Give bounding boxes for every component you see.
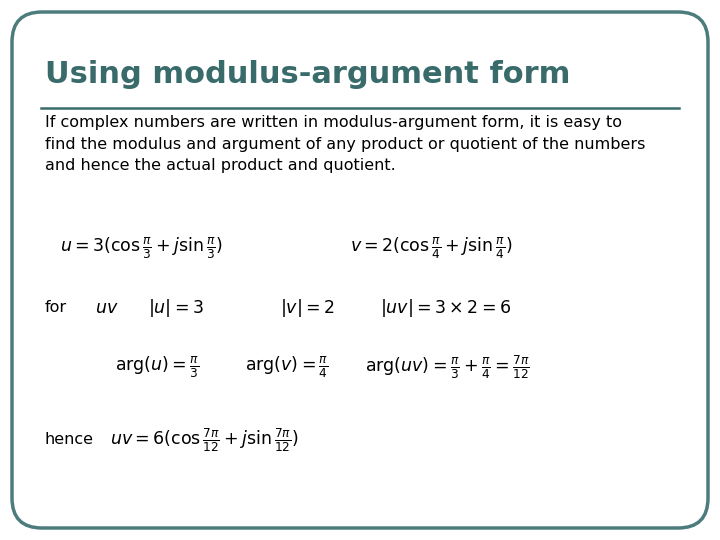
FancyBboxPatch shape	[12, 12, 708, 528]
Text: for: for	[45, 300, 67, 315]
Text: If complex numbers are written in modulus-argument form, it is easy to
find the : If complex numbers are written in modulu…	[45, 115, 645, 173]
Text: $|uv| = 3 \times 2 = 6$: $|uv| = 3 \times 2 = 6$	[380, 297, 511, 319]
Text: $\mathrm{arg}(v) = \frac{\pi}{4}$: $\mathrm{arg}(v) = \frac{\pi}{4}$	[245, 354, 329, 380]
Text: $v = 2(\cos\frac{\pi}{4} + j\sin\frac{\pi}{4})$: $v = 2(\cos\frac{\pi}{4} + j\sin\frac{\p…	[350, 235, 513, 261]
Text: $|v| = 2$: $|v| = 2$	[280, 297, 335, 319]
Text: $\mathrm{arg}(u) = \frac{\pi}{3}$: $\mathrm{arg}(u) = \frac{\pi}{3}$	[115, 354, 199, 380]
Text: $\mathrm{arg}(uv) = \frac{\pi}{3} + \frac{\pi}{4} = \frac{7\pi}{12}$: $\mathrm{arg}(uv) = \frac{\pi}{3} + \fra…	[365, 353, 530, 381]
Text: $uv = 6(\cos\frac{7\pi}{12} + j\sin\frac{7\pi}{12})$: $uv = 6(\cos\frac{7\pi}{12} + j\sin\frac…	[110, 426, 299, 454]
Text: $u = 3(\cos\frac{\pi}{3} + j\sin\frac{\pi}{3})$: $u = 3(\cos\frac{\pi}{3} + j\sin\frac{\p…	[60, 235, 223, 261]
Text: $uv$: $uv$	[95, 299, 119, 317]
Text: Using modulus-argument form: Using modulus-argument form	[45, 60, 570, 89]
Text: $|u| = 3$: $|u| = 3$	[148, 297, 204, 319]
Text: hence: hence	[45, 433, 94, 448]
